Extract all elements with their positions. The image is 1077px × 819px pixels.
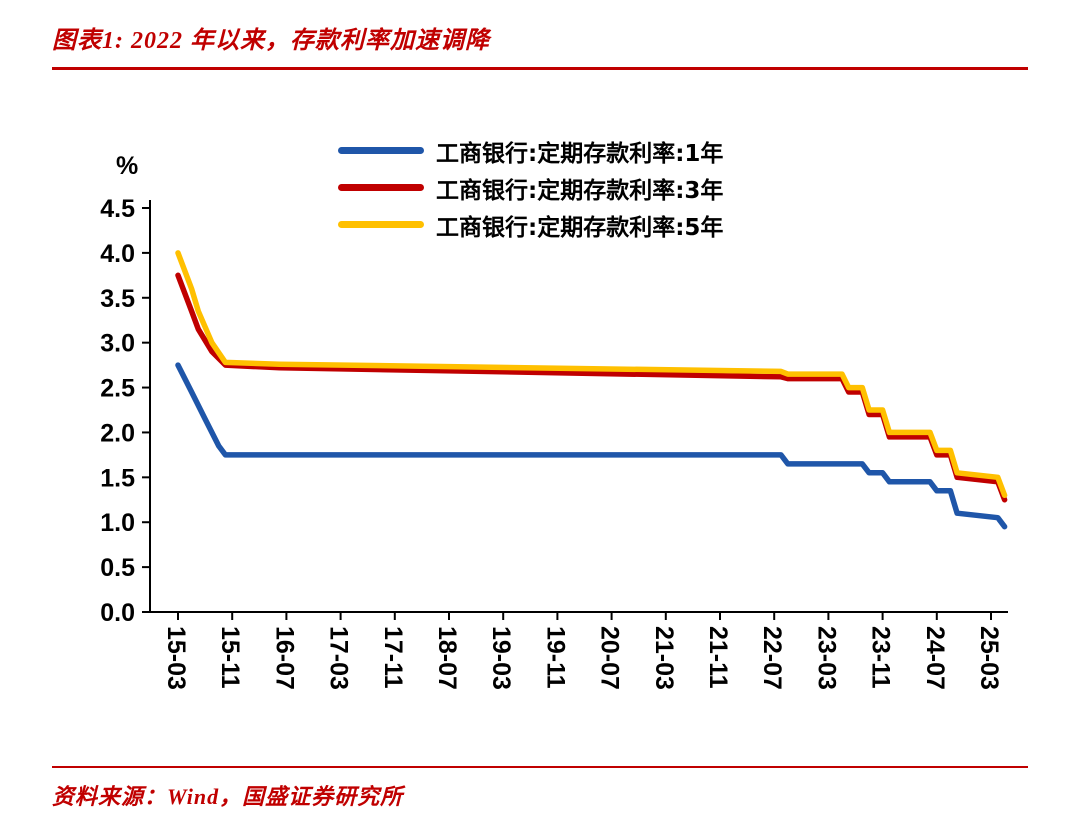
title-divider bbox=[52, 67, 1028, 70]
x-tick-label: 17-11 bbox=[379, 626, 407, 689]
y-tick-label: 1.5 bbox=[100, 464, 135, 492]
y-tick-label: 0.5 bbox=[100, 554, 135, 582]
series-line-3 bbox=[175, 250, 1008, 499]
x-tick-label: 16-07 bbox=[270, 626, 298, 690]
x-tick-label: 18-07 bbox=[433, 626, 461, 690]
legend-label-3y: 工商银行:定期存款利率:3年 bbox=[436, 177, 724, 204]
legend-swatch-5y bbox=[338, 221, 424, 228]
x-tick-label: 21-03 bbox=[650, 626, 678, 690]
data-source: 资料来源：Wind，国盛证券研究所 bbox=[52, 784, 404, 809]
x-tick-label: 17-03 bbox=[325, 626, 353, 690]
axes bbox=[149, 200, 1008, 613]
y-tick-label: 3.0 bbox=[100, 330, 135, 358]
legend-item-5y: 工商银行:定期存款利率:5年 bbox=[338, 206, 723, 243]
source-divider bbox=[52, 766, 1028, 768]
y-tick-label: 4.5 bbox=[100, 195, 135, 223]
y-tick-label: 2.0 bbox=[100, 419, 135, 447]
y-tick-label: 2.5 bbox=[100, 375, 135, 403]
x-tick-label: 25-03 bbox=[975, 626, 1003, 690]
legend-swatch-3y bbox=[338, 184, 424, 191]
legend-label-1y: 工商银行:定期存款利率:1年 bbox=[436, 140, 724, 167]
x-tick-label: 24-07 bbox=[921, 626, 949, 690]
legend-label-5y: 工商银行:定期存款利率:5年 bbox=[436, 214, 724, 241]
x-tick-label: 22-07 bbox=[758, 626, 786, 690]
figure-title: 图表1: 2022 年以来，存款利率加速调降 bbox=[52, 28, 490, 54]
x-tick-label: 15-11 bbox=[216, 626, 244, 689]
x-tick-label: 23-11 bbox=[867, 626, 895, 689]
x-tick-label: 19-03 bbox=[487, 626, 515, 690]
legend-item-1y: 工商银行:定期存款利率:1年 bbox=[338, 132, 723, 169]
y-tick-label: 1.0 bbox=[100, 509, 135, 537]
x-tick-label: 15-03 bbox=[162, 626, 190, 690]
legend-item-3y: 工商银行:定期存款利率:3年 bbox=[338, 169, 723, 206]
series-line-2 bbox=[175, 272, 1008, 503]
x-tick-label: 19-11 bbox=[541, 626, 569, 689]
series-line-1 bbox=[175, 362, 1008, 530]
chart-legend: 工商银行:定期存款利率:1年 工商银行:定期存款利率:3年 工商银行:定期存款利… bbox=[338, 132, 723, 243]
y-tick-label: 0.0 bbox=[100, 599, 135, 627]
y-tick-label: 3.5 bbox=[100, 285, 135, 313]
y-axis-unit-label: % bbox=[116, 152, 139, 180]
x-tick-label: 23-03 bbox=[812, 626, 840, 690]
y-tick-label: 4.0 bbox=[100, 240, 135, 268]
x-tick-label: 21-11 bbox=[704, 626, 732, 689]
x-tick-label: 20-07 bbox=[596, 626, 624, 690]
legend-swatch-1y bbox=[338, 147, 424, 154]
